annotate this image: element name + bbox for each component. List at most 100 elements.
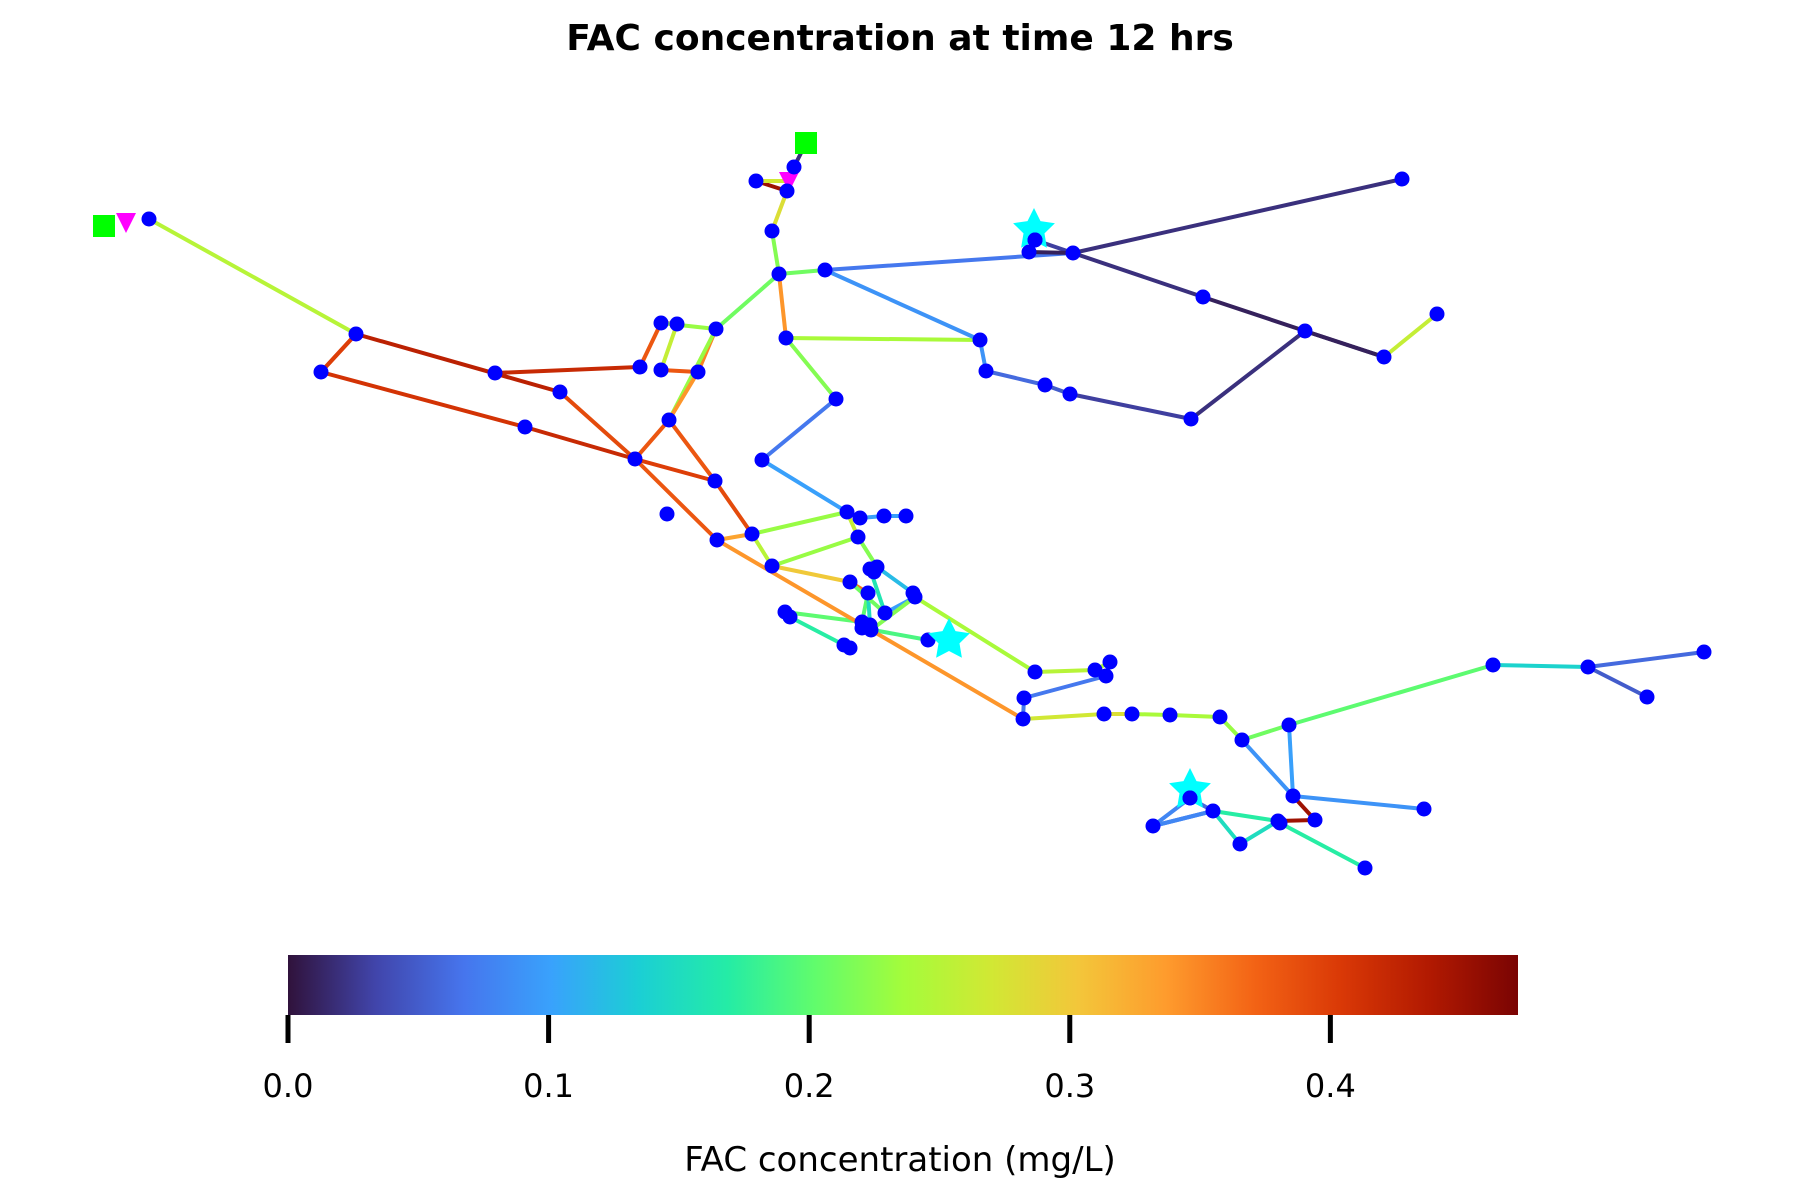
junction-node [653, 362, 669, 378]
pipes-layer [147, 141, 1706, 870]
pipe [1022, 674, 1108, 700]
pipe [777, 272, 788, 340]
pipe [770, 564, 852, 584]
pipe [1586, 650, 1706, 669]
tank-marker [779, 172, 799, 192]
junction-node [898, 508, 914, 524]
pipe [1287, 663, 1495, 727]
pipe [1240, 723, 1291, 742]
junction-node [1639, 689, 1655, 705]
pipe [714, 272, 781, 331]
pipe [869, 595, 917, 632]
junction-node [842, 640, 858, 656]
tank-marker [116, 213, 136, 233]
pipe [523, 425, 637, 461]
junction-node [860, 585, 876, 601]
junction-node [863, 622, 879, 638]
junction-node [1232, 836, 1248, 852]
pipe [667, 418, 717, 483]
pipe [1071, 251, 1205, 299]
source-marker [928, 618, 970, 658]
pipe [1303, 329, 1386, 359]
junction-node [708, 321, 724, 337]
junction-node [1087, 662, 1103, 678]
pipe [319, 332, 358, 374]
pipe [633, 418, 671, 461]
pipe [493, 365, 642, 375]
junction-node [690, 364, 706, 380]
pipe [1240, 738, 1295, 798]
junction-node [1183, 411, 1199, 427]
junction-node [1394, 171, 1410, 187]
pipe [633, 457, 717, 483]
pipe [659, 322, 679, 372]
junction-node [748, 173, 764, 189]
pipe [1291, 794, 1426, 811]
pipe [1189, 329, 1307, 421]
pipe [1021, 712, 1106, 721]
junction-node [869, 559, 885, 575]
pipe [1586, 665, 1649, 699]
colorbar-label: FAC concentration (mg/L) [684, 1140, 1116, 1180]
junction-node [1272, 815, 1288, 831]
pipe [667, 370, 700, 422]
junction-node [348, 326, 364, 342]
pipe [1287, 723, 1295, 798]
pipe [984, 369, 1047, 387]
junction-node [653, 315, 669, 331]
pipe [823, 268, 982, 342]
junction-node [764, 223, 780, 239]
pipe [1068, 392, 1193, 421]
junction-node [1696, 644, 1712, 660]
pipe [354, 332, 562, 394]
junction-node [778, 330, 794, 346]
junction-node [786, 159, 802, 175]
junction-node [661, 412, 677, 428]
junction-node [487, 365, 503, 381]
junction-node [1098, 668, 1114, 684]
junction-node [779, 183, 795, 199]
pipe [760, 397, 838, 462]
junction-node [1015, 711, 1031, 727]
junction-node [850, 529, 866, 545]
pipe [784, 336, 838, 401]
junction-node [1376, 349, 1392, 365]
junction-node [876, 508, 892, 524]
junction-node [817, 262, 833, 278]
junction-node [1307, 812, 1323, 828]
junction-node [1357, 860, 1373, 876]
pipe [1033, 668, 1097, 674]
source-marker [1169, 768, 1211, 808]
pipe [1382, 312, 1439, 359]
pipe [750, 510, 849, 536]
junction-node [1065, 245, 1081, 261]
junction-node [782, 609, 798, 625]
junction-node [907, 589, 923, 605]
junction-node [764, 558, 780, 574]
pipe [1278, 821, 1367, 870]
reservoir-marker [93, 215, 115, 237]
junction-node [972, 332, 988, 348]
junction-node [1027, 232, 1043, 248]
junction-node [517, 419, 533, 435]
junction-node [659, 506, 675, 522]
junction-node [877, 605, 893, 621]
pipe [777, 268, 827, 276]
reservoir-marker [795, 132, 817, 154]
junction-node [1429, 306, 1445, 322]
junction-node [839, 504, 855, 520]
pipe [558, 390, 637, 461]
pipe [1151, 809, 1215, 828]
junction-node [1485, 657, 1501, 673]
pipe [783, 610, 864, 624]
junction-node [627, 451, 643, 467]
junction-node [1234, 732, 1250, 748]
pipe [770, 535, 860, 568]
junction-node [1212, 709, 1228, 725]
page-title: FAC concentration at time 12 hrs [566, 18, 1234, 59]
junction-node [1195, 289, 1211, 305]
pipe [1168, 713, 1222, 719]
pipe [823, 251, 1075, 272]
junction-node [552, 384, 568, 400]
junction-node [1062, 386, 1078, 402]
